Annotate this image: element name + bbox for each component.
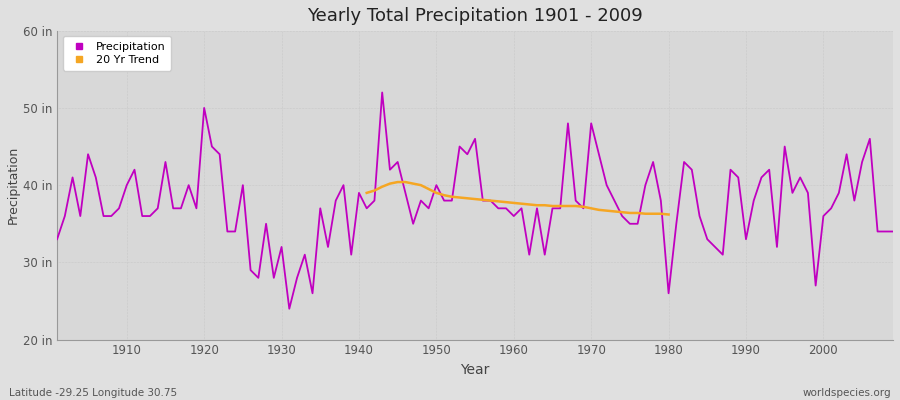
20 Yr Trend bbox=[500, 200, 511, 204]
20 Yr Trend bbox=[539, 203, 550, 208]
Precipitation bbox=[524, 252, 535, 257]
20 Yr Trend bbox=[524, 202, 535, 207]
20 Yr Trend bbox=[392, 180, 403, 184]
Y-axis label: Precipitation: Precipitation bbox=[7, 146, 20, 224]
X-axis label: Year: Year bbox=[461, 363, 490, 377]
20 Yr Trend bbox=[663, 212, 674, 217]
20 Yr Trend bbox=[384, 181, 395, 186]
Precipitation bbox=[51, 237, 62, 242]
Precipitation bbox=[616, 214, 627, 218]
20 Yr Trend bbox=[609, 209, 620, 214]
20 Yr Trend bbox=[593, 208, 604, 212]
Precipitation bbox=[516, 206, 526, 211]
20 Yr Trend bbox=[423, 187, 434, 192]
Title: Yearly Total Precipitation 1901 - 2009: Yearly Total Precipitation 1901 - 2009 bbox=[307, 7, 643, 25]
20 Yr Trend bbox=[361, 190, 372, 195]
Precipitation bbox=[338, 183, 349, 188]
20 Yr Trend bbox=[562, 204, 573, 208]
20 Yr Trend bbox=[532, 203, 543, 208]
Text: worldspecies.org: worldspecies.org bbox=[803, 388, 891, 398]
20 Yr Trend bbox=[462, 196, 472, 201]
Precipitation bbox=[377, 90, 388, 95]
Line: 20 Yr Trend: 20 Yr Trend bbox=[366, 182, 669, 214]
20 Yr Trend bbox=[601, 208, 612, 213]
20 Yr Trend bbox=[632, 210, 643, 215]
Precipitation bbox=[292, 276, 302, 280]
20 Yr Trend bbox=[547, 204, 558, 208]
20 Yr Trend bbox=[400, 180, 410, 184]
20 Yr Trend bbox=[648, 211, 659, 216]
Precipitation bbox=[887, 229, 898, 234]
20 Yr Trend bbox=[408, 181, 418, 186]
20 Yr Trend bbox=[640, 211, 651, 216]
20 Yr Trend bbox=[493, 199, 504, 204]
20 Yr Trend bbox=[554, 204, 565, 208]
20 Yr Trend bbox=[571, 204, 581, 208]
Precipitation bbox=[113, 206, 124, 211]
20 Yr Trend bbox=[377, 184, 388, 189]
20 Yr Trend bbox=[470, 197, 481, 202]
20 Yr Trend bbox=[586, 206, 597, 211]
20 Yr Trend bbox=[446, 194, 457, 199]
20 Yr Trend bbox=[655, 211, 666, 216]
20 Yr Trend bbox=[616, 210, 627, 214]
Precipitation bbox=[284, 306, 294, 311]
20 Yr Trend bbox=[485, 198, 496, 203]
20 Yr Trend bbox=[438, 193, 449, 198]
20 Yr Trend bbox=[578, 204, 589, 209]
20 Yr Trend bbox=[431, 190, 442, 195]
Text: Latitude -29.25 Longitude 30.75: Latitude -29.25 Longitude 30.75 bbox=[9, 388, 177, 398]
20 Yr Trend bbox=[369, 188, 380, 193]
Legend: Precipitation, 20 Yr Trend: Precipitation, 20 Yr Trend bbox=[63, 36, 171, 71]
20 Yr Trend bbox=[477, 198, 488, 202]
20 Yr Trend bbox=[508, 200, 519, 205]
20 Yr Trend bbox=[454, 195, 465, 200]
Line: Precipitation: Precipitation bbox=[57, 92, 893, 309]
20 Yr Trend bbox=[516, 201, 526, 206]
20 Yr Trend bbox=[416, 183, 427, 188]
20 Yr Trend bbox=[625, 210, 635, 215]
